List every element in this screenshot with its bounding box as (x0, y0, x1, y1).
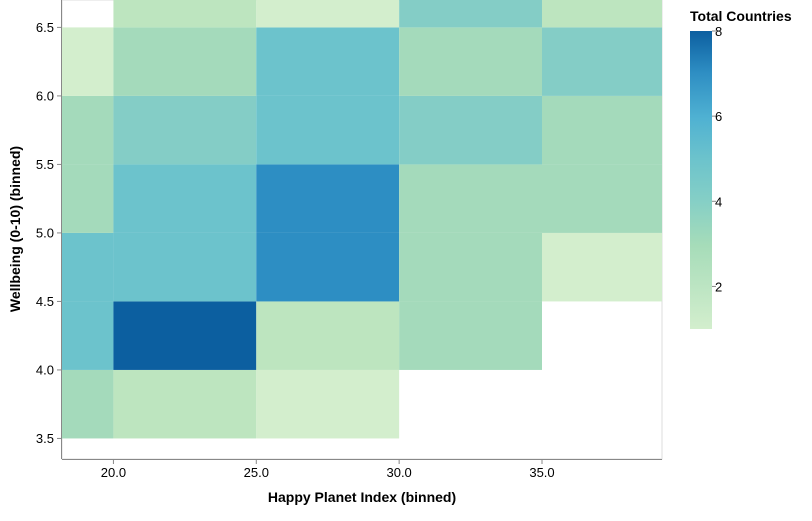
y-tick-label: 5.0 (36, 225, 54, 240)
heatmap-cell (256, 0, 400, 28)
heatmap-cell (113, 164, 257, 233)
legend-gradient-bar (690, 31, 712, 329)
heatmap-cell (399, 27, 542, 96)
heatmap-cell (62, 164, 114, 233)
heatmap-cell (113, 0, 257, 28)
heatmap-cell (62, 27, 114, 96)
heatmap-cell (542, 27, 662, 96)
heatmap-cell (113, 95, 257, 165)
y-tick-label: 3.5 (36, 431, 54, 446)
y-axis: 3.5 4.0 4.5 5.0 5.5 6.0 6.5 (36, 0, 62, 459)
legend-ticks: 2 4 6 8 (712, 24, 722, 294)
legend-tick-label: 4 (715, 194, 722, 209)
y-tick-label: 4.0 (36, 362, 54, 377)
y-tick-label: 4.5 (36, 294, 54, 309)
heatmap-cell (113, 232, 257, 302)
heatmap-cell (542, 164, 662, 233)
x-axis-title: Happy Planet Index (binned) (268, 489, 456, 505)
y-tick-label: 6.0 (36, 88, 54, 103)
heatmap-cell (256, 27, 400, 96)
heatmap-cell (399, 0, 542, 28)
x-tick-label: 30.0 (386, 465, 411, 480)
heatmap-cell (256, 301, 400, 370)
heatmap-cell (399, 301, 542, 370)
color-legend: Total Countries 2 4 6 8 (690, 8, 792, 329)
heatmap-cell (256, 369, 400, 439)
legend-title: Total Countries (690, 8, 792, 24)
heatmap-cell (542, 95, 662, 165)
heatmap-cell (399, 164, 542, 233)
x-tick-label: 20.0 (101, 465, 126, 480)
heatmap-cell (399, 232, 542, 302)
x-axis: 20.0 25.0 30.0 35.0 (62, 459, 662, 480)
heatmap-cells (62, 0, 662, 439)
y-tick-label: 6.5 (36, 20, 54, 35)
y-tick-label: 5.5 (36, 157, 54, 172)
heatmap-cell (113, 369, 257, 439)
heatmap-cell (256, 164, 400, 233)
y-axis-title: Wellbeing (0-10) (binned) (7, 146, 23, 312)
heatmap-cell (256, 95, 400, 165)
legend-tick-label: 2 (715, 279, 722, 294)
x-tick-label: 25.0 (244, 465, 269, 480)
legend-tick-label: 8 (715, 24, 722, 39)
heatmap-cell (62, 369, 114, 439)
heatmap-cell (62, 301, 114, 370)
heatmap-cell (542, 0, 662, 28)
heatmap-cell (62, 95, 114, 165)
heatmap-cell (399, 95, 542, 165)
heatmap-cell (62, 232, 114, 302)
heatmap-cell (113, 27, 257, 96)
heatmap-cell (542, 232, 662, 302)
legend-tick-label: 6 (715, 109, 722, 124)
x-tick-label: 35.0 (529, 465, 554, 480)
heatmap-cell (256, 232, 400, 302)
heatmap-cell (113, 301, 257, 370)
